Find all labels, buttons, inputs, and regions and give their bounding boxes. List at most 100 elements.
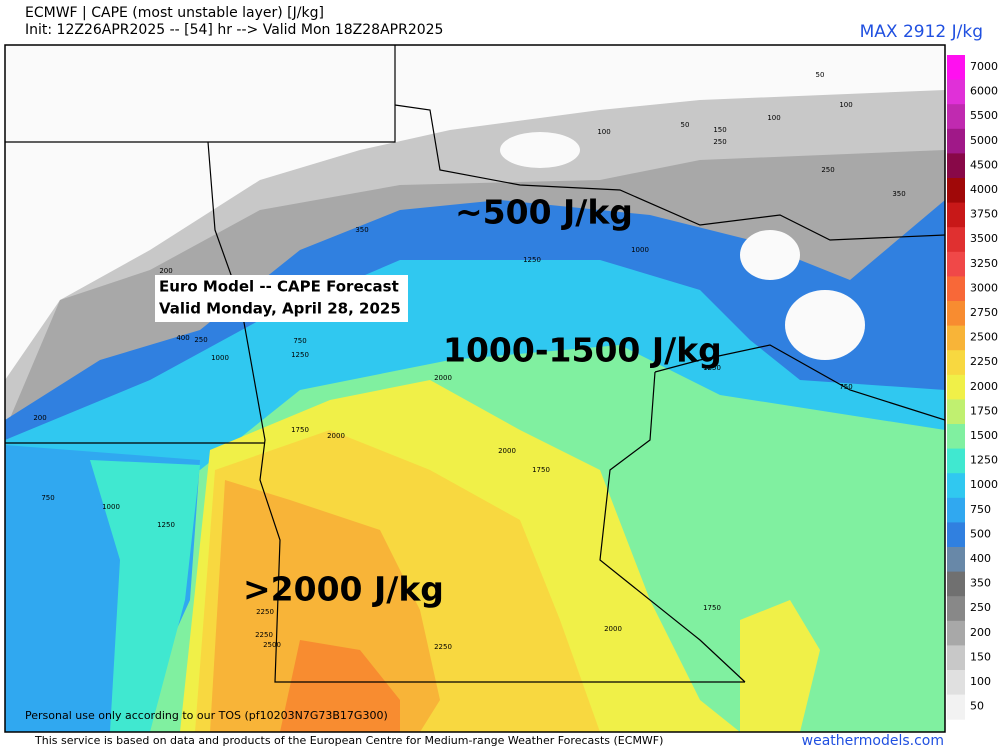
colorbar-swatch bbox=[947, 227, 965, 253]
site-link[interactable]: weathermodels.com bbox=[802, 733, 944, 749]
contour-label: 150 bbox=[713, 126, 726, 134]
colorbar-swatch bbox=[947, 645, 965, 671]
colorbar-swatch bbox=[947, 178, 965, 204]
colorbar-label: 3250 bbox=[970, 257, 998, 270]
contour-label: 1000 bbox=[102, 503, 120, 511]
colorbar-swatch bbox=[947, 399, 965, 425]
contour-label: 2250 bbox=[256, 608, 274, 616]
contour-label: 250 bbox=[194, 336, 207, 344]
colorbar-swatch bbox=[947, 522, 965, 548]
colorbar-swatch bbox=[947, 670, 965, 696]
max-value: MAX 2912 J/kg bbox=[860, 22, 983, 42]
colorbar-swatch bbox=[947, 497, 965, 523]
contour-label: 350 bbox=[892, 190, 905, 198]
colorbar-label: 5000 bbox=[970, 134, 998, 147]
colorbar-swatch bbox=[947, 325, 965, 351]
contour-label: 1750 bbox=[703, 604, 721, 612]
contour-label: 2250 bbox=[255, 631, 273, 639]
contour-label: 2000 bbox=[498, 447, 516, 455]
annotations: ~500 J/kg 1000-1500 J/kg >2000 J/kg bbox=[243, 193, 722, 609]
colorbar-swatch bbox=[947, 79, 965, 105]
colorbar-label: 5500 bbox=[970, 109, 998, 122]
contour-label: 1000 bbox=[211, 354, 229, 362]
contour-label: 50 bbox=[681, 121, 690, 129]
colorbar-swatch bbox=[947, 153, 965, 179]
subtitle: Init: 12Z26APR2025 -- [54] hr --> Valid … bbox=[25, 22, 443, 38]
colorbar-label: 2250 bbox=[970, 355, 998, 368]
contour-label: 1750 bbox=[291, 426, 309, 434]
colorbar-label: 1250 bbox=[970, 454, 998, 467]
colorbar-swatch bbox=[947, 350, 965, 376]
contour-label: 1250 bbox=[523, 256, 541, 264]
colorbar-label: 1000 bbox=[970, 478, 998, 491]
contour-label: 2500 bbox=[263, 641, 281, 649]
map-field bbox=[5, 45, 945, 732]
colorbar-label: 250 bbox=[970, 601, 991, 614]
colorbar-label: 50 bbox=[970, 700, 984, 713]
contour-label: 750 bbox=[41, 494, 54, 502]
colorbar-swatch bbox=[947, 571, 965, 597]
map-frame bbox=[4, 44, 946, 733]
colorbar-swatch bbox=[947, 55, 965, 81]
colorbar-label: 3750 bbox=[970, 208, 998, 221]
colorbar-swatch bbox=[947, 620, 965, 646]
colorbar-label: 6000 bbox=[970, 85, 998, 98]
annotation: >2000 J/kg bbox=[243, 570, 444, 609]
colorbar-label: 400 bbox=[970, 552, 991, 565]
contour-label: 100 bbox=[597, 128, 610, 136]
colorbar-label: 1750 bbox=[970, 404, 998, 417]
colorbar-label: 7000 bbox=[970, 60, 998, 73]
colorbar-swatch bbox=[947, 596, 965, 622]
colorbar-label: 2750 bbox=[970, 306, 998, 319]
source-note: This service is based on data and produc… bbox=[34, 734, 663, 747]
colorbar-swatch bbox=[947, 301, 965, 327]
contour-label: 250 bbox=[713, 138, 726, 146]
contour-label: 750 bbox=[839, 383, 852, 391]
colorbar-label: 3000 bbox=[970, 281, 998, 294]
info-line: Valid Monday, April 28, 2025 bbox=[159, 300, 401, 318]
contour-label: 350 bbox=[355, 226, 368, 234]
contour-label: 1250 bbox=[703, 364, 721, 372]
colorbar-label: 100 bbox=[970, 675, 991, 688]
colorbar-swatch bbox=[947, 694, 965, 720]
colorbar-swatch bbox=[947, 374, 965, 400]
contour-label: 1250 bbox=[157, 521, 175, 529]
contour-label: 1000 bbox=[631, 246, 649, 254]
info-box bbox=[155, 275, 408, 322]
colorbar-label: 500 bbox=[970, 527, 991, 540]
info-line: Euro Model -- CAPE Forecast bbox=[159, 278, 399, 296]
colorbar-swatch bbox=[947, 473, 965, 499]
colorbar-swatch bbox=[947, 448, 965, 474]
contour-label: 250 bbox=[821, 166, 834, 174]
annotation: 1000-1500 J/kg bbox=[443, 331, 722, 370]
annotation: ~500 J/kg bbox=[455, 193, 633, 232]
colorbar-label: 750 bbox=[970, 503, 991, 516]
contour-label: 2000 bbox=[434, 374, 452, 382]
colorbar-label: 150 bbox=[970, 650, 991, 663]
colorbar-swatch bbox=[947, 276, 965, 302]
tos-note: Personal use only according to our TOS (… bbox=[25, 709, 388, 722]
contour-label: 400 bbox=[176, 334, 189, 342]
contour-label: 200 bbox=[159, 267, 172, 275]
contour-label: 2000 bbox=[327, 432, 345, 440]
colorbar-swatch bbox=[947, 424, 965, 450]
contour-label: 50 bbox=[816, 71, 825, 79]
colorbar-swatch bbox=[947, 128, 965, 154]
colorbar-label: 4500 bbox=[970, 158, 998, 171]
contour-label: 1250 bbox=[291, 351, 309, 359]
colorbar-swatch bbox=[947, 104, 965, 130]
contour-label: 1750 bbox=[532, 466, 550, 474]
colorbar-label: 1500 bbox=[970, 429, 998, 442]
colorbar-label: 4000 bbox=[970, 183, 998, 196]
contour-label: 2000 bbox=[604, 625, 622, 633]
colorbar-swatch bbox=[947, 202, 965, 228]
contour-label: 200 bbox=[33, 414, 46, 422]
contour-label: 100 bbox=[839, 101, 852, 109]
colorbar-label: 2500 bbox=[970, 331, 998, 344]
colorbar-label: 200 bbox=[970, 626, 991, 639]
colorbar-label: 2000 bbox=[970, 380, 998, 393]
contour-label: 2250 bbox=[434, 643, 452, 651]
contour-label: 750 bbox=[293, 337, 306, 345]
